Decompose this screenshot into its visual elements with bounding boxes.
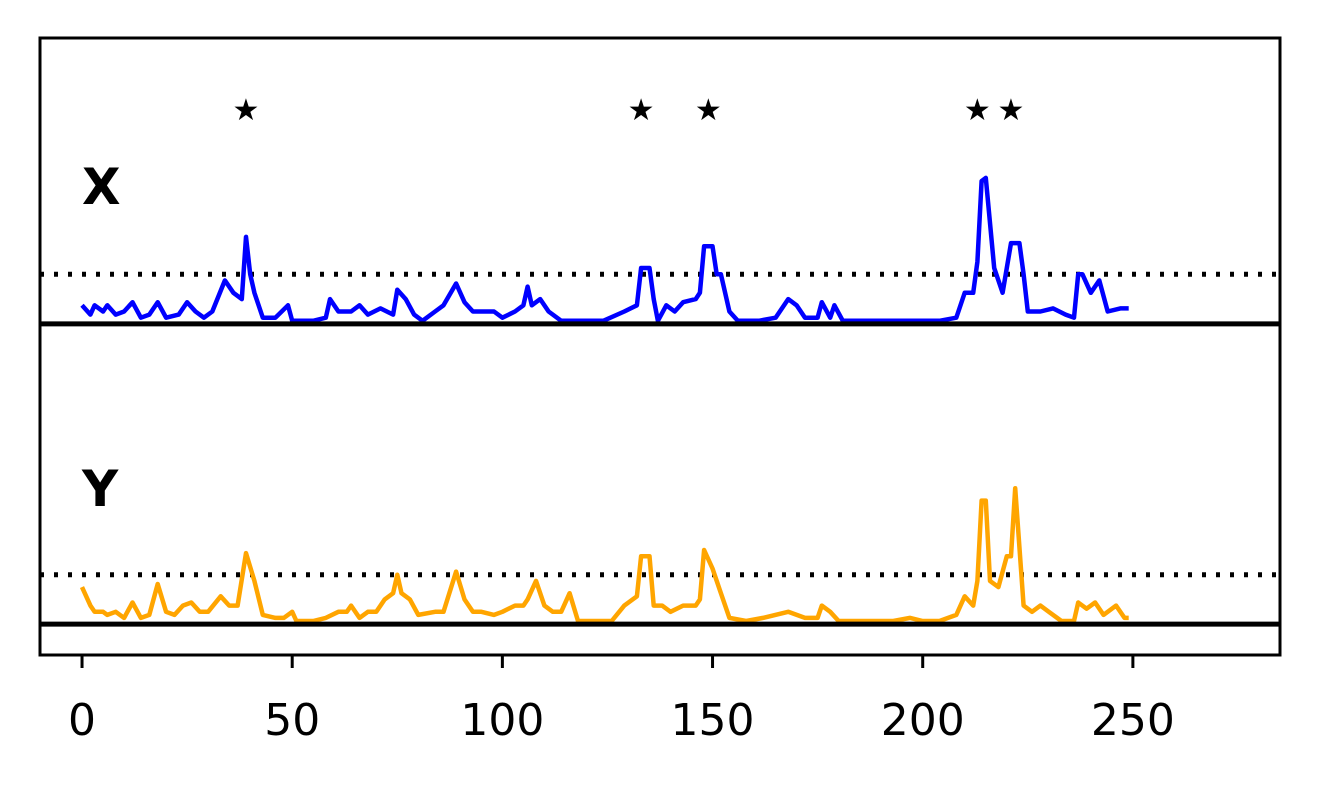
star-marker: ★ bbox=[964, 93, 991, 128]
plot-frame bbox=[38, 36, 1282, 657]
x-tick-label: 0 bbox=[68, 695, 96, 746]
x-tick-label: 150 bbox=[671, 695, 755, 746]
panel-x bbox=[40, 175, 1280, 327]
plot-area bbox=[38, 36, 1282, 657]
x-axis: 0 50 100 150 200 250 bbox=[68, 655, 1175, 746]
series-line-x bbox=[80, 175, 1129, 324]
significance-markers: ★ ★ ★ ★ ★ bbox=[233, 93, 1025, 128]
star-marker: ★ bbox=[233, 93, 260, 128]
x-tick-label: 200 bbox=[881, 695, 965, 746]
panel-label-x: X bbox=[82, 158, 121, 216]
panel-y bbox=[40, 485, 1280, 627]
x-tick-label: 250 bbox=[1091, 695, 1175, 746]
x-tick-label: 50 bbox=[264, 695, 320, 746]
star-marker: ★ bbox=[998, 93, 1025, 128]
x-tick-label: 100 bbox=[460, 695, 544, 746]
star-marker: ★ bbox=[695, 93, 722, 128]
star-marker: ★ bbox=[628, 93, 655, 128]
series-line-y bbox=[79, 485, 1129, 624]
panel-label-y: Y bbox=[81, 460, 119, 518]
